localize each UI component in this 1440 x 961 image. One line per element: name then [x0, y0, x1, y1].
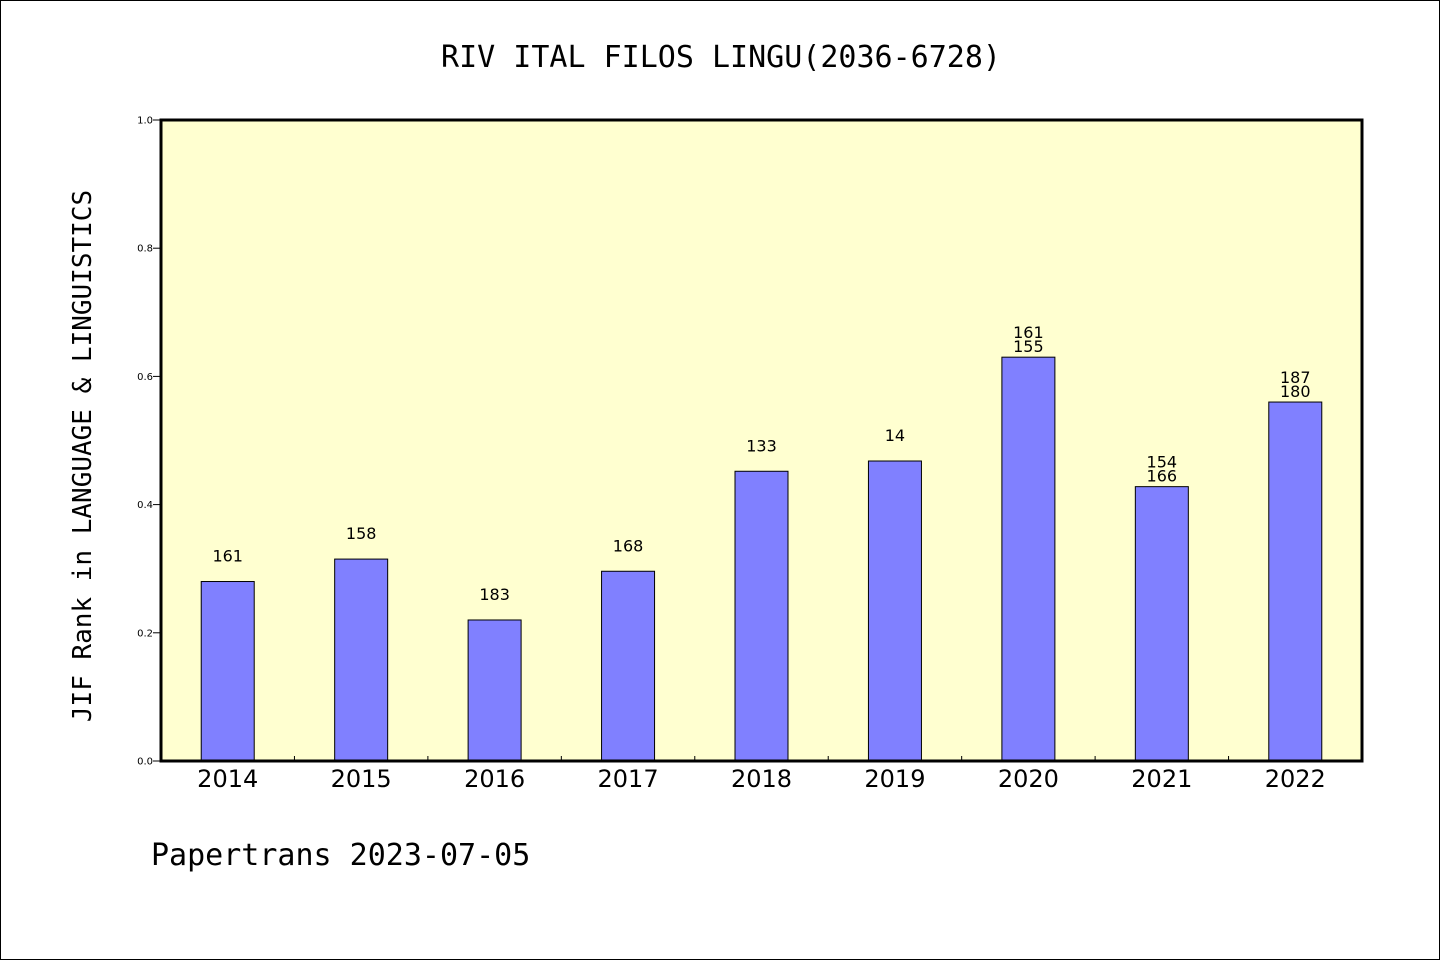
bar-value-label: 168: [613, 536, 644, 555]
bar-value-label: 158: [346, 524, 377, 543]
y-tick-label: 1.0: [137, 116, 153, 127]
bar-value-label: 180: [1280, 382, 1311, 401]
bars-layer: [200, 356, 1323, 762]
bar-2020: [1001, 356, 1056, 762]
bar-value-label: 187: [1280, 368, 1311, 387]
bar-2018: [734, 470, 789, 762]
x-tick-label: 2022: [1265, 765, 1326, 793]
x-tick-label: 2015: [331, 765, 392, 793]
bar-value-label: 133: [746, 436, 777, 455]
bar-2019: [867, 460, 922, 762]
bar-2014: [200, 581, 255, 762]
bar-value-label: 154: [1147, 453, 1178, 472]
y-tick-label: 0.8: [137, 244, 153, 255]
bar-value-label: 166: [1147, 467, 1178, 486]
y-axis: 0.0 0.2 0.4 0.6 0.8 1.0: [137, 116, 161, 768]
bar-2021: [1134, 486, 1189, 762]
bar-value-label: 155: [1013, 337, 1044, 356]
y-axis-label: JIF Rank in LANGUAGE & LINGUISTICS: [68, 190, 98, 722]
chart-title: RIV ITAL FILOS LINGU(2036-6728): [441, 40, 1001, 75]
y-tick-label: 0.0: [137, 757, 153, 768]
x-tick-label: 2020: [998, 765, 1059, 793]
x-tick-label: 2021: [1131, 765, 1192, 793]
bar-value-label: 161: [1013, 323, 1044, 342]
bar-2016: [467, 619, 522, 762]
x-tick-label: 2014: [197, 765, 258, 793]
x-tick-label: 2019: [864, 765, 925, 793]
footer-credit: Papertrans 2023-07-05: [151, 838, 530, 873]
x-axis: 2014 2015 2016 2017 2018 2019 2020 2021 2022: [197, 756, 1326, 793]
y-tick-label: 0.6: [137, 372, 153, 383]
bar-2015: [334, 558, 389, 762]
x-tick-label: 2016: [464, 765, 525, 793]
y-tick-label: 0.4: [137, 500, 153, 511]
bar-2022: [1268, 401, 1323, 762]
bar-value-label: 161: [212, 547, 243, 566]
x-tick-label: 2017: [598, 765, 659, 793]
bar-value-label: 14: [885, 426, 905, 445]
y-tick-label: 0.2: [137, 628, 153, 639]
plot-border: [159, 118, 1364, 763]
bar-value-label: 183: [479, 585, 510, 604]
bar-2017: [601, 570, 656, 762]
x-tick-label: 2018: [731, 765, 792, 793]
